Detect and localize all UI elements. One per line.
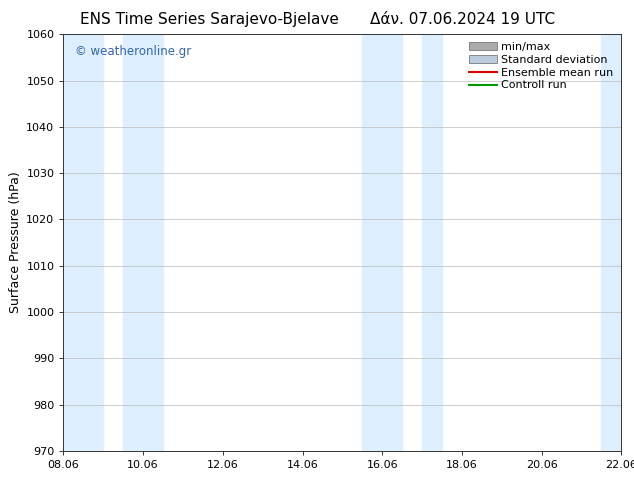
Bar <box>602 34 621 451</box>
Bar <box>123 34 163 451</box>
Text: © weatheronline.gr: © weatheronline.gr <box>75 45 191 58</box>
Bar <box>362 34 402 451</box>
Bar <box>422 34 442 451</box>
Y-axis label: Surface Pressure (hPa): Surface Pressure (hPa) <box>9 172 22 314</box>
Bar <box>63 34 103 451</box>
Text: Δάν. 07.06.2024 19 UTC: Δάν. 07.06.2024 19 UTC <box>370 12 555 27</box>
Text: ENS Time Series Sarajevo-Bjelave: ENS Time Series Sarajevo-Bjelave <box>80 12 339 27</box>
Legend: min/max, Standard deviation, Ensemble mean run, Controll run: min/max, Standard deviation, Ensemble me… <box>467 40 616 93</box>
